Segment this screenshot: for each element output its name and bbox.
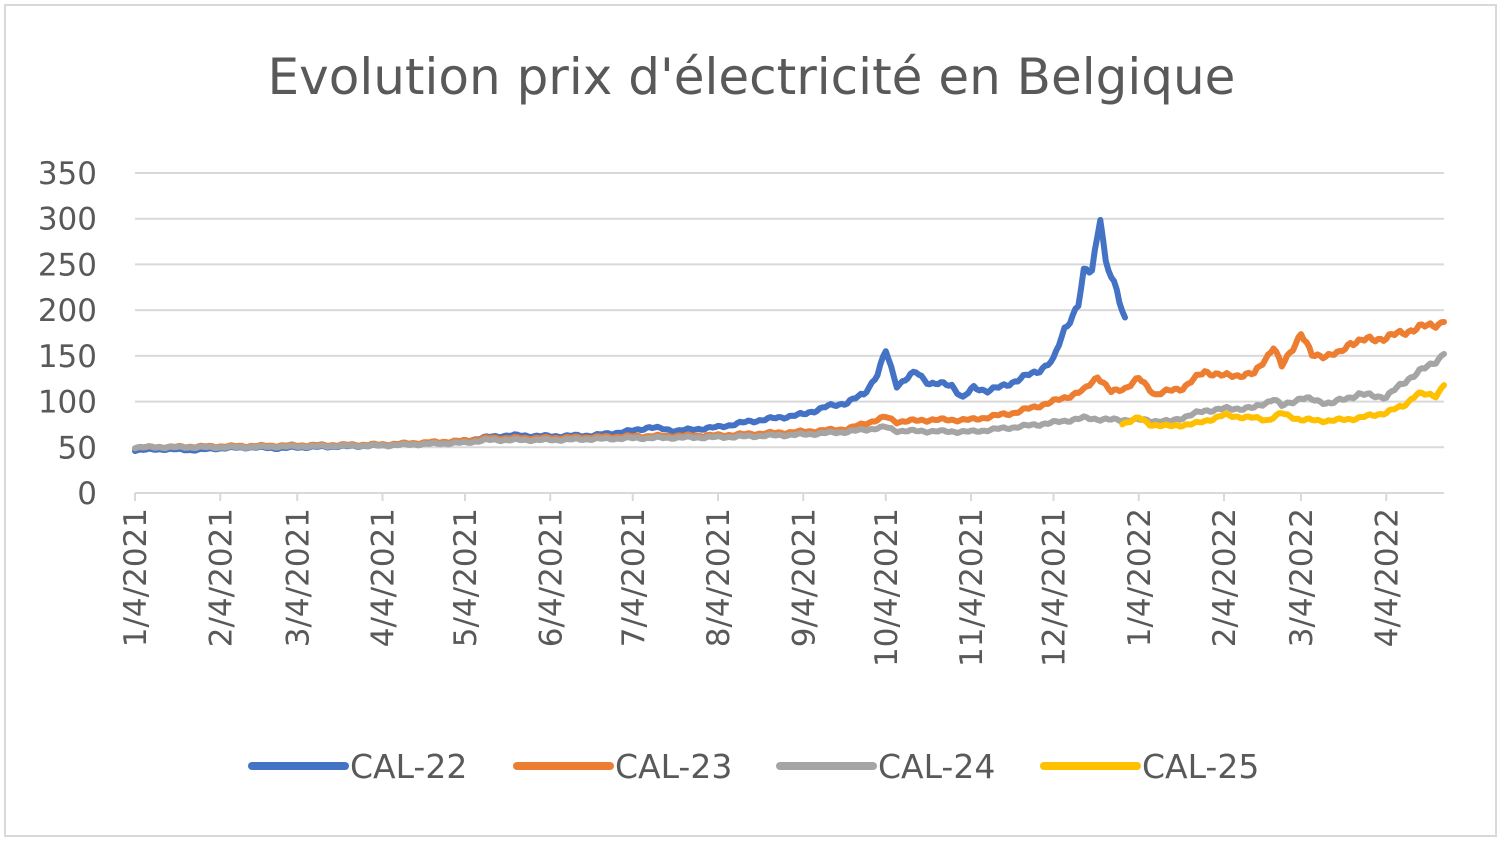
x-tick-label: 4/4/2022: [1369, 508, 1405, 647]
x-tick-label: 1/4/2021: [118, 508, 154, 647]
legend-item-cal-25: CAL-25: [1040, 747, 1259, 786]
x-tick-label: 3/4/2021: [280, 508, 316, 647]
legend-label: CAL-22: [350, 747, 467, 786]
series-line-cal-23: [132, 319, 1447, 452]
x-tick-label: 3/4/2022: [1284, 508, 1320, 647]
x-tick-label: 6/4/2021: [533, 508, 569, 647]
x-tick-label: 11/4/2021: [954, 508, 990, 667]
x-tick-label: 4/4/2021: [366, 508, 402, 647]
x-tick-label: 2/4/2021: [203, 508, 239, 647]
legend-label: CAL-23: [615, 747, 732, 786]
x-tick-label: 8/4/2021: [701, 508, 737, 647]
x-tick-label: 9/4/2021: [786, 508, 822, 647]
gridlines: [135, 172, 1444, 449]
x-axis: 1/4/2021 2/4/2021 3/4/2021 4/4/2021 5/4/2021…: [118, 492, 1444, 667]
y-axis: 0 50 100 150 200 250 300 350: [38, 156, 97, 512]
y-tick-label: 200: [38, 293, 97, 329]
x-tick-label: 7/4/2021: [616, 508, 652, 647]
x-tick-label: 1/4/2022: [1122, 508, 1158, 647]
series-line-cal-24: [132, 351, 1447, 452]
y-tick-label: 0: [77, 476, 97, 512]
legend-label: CAL-24: [878, 747, 995, 786]
legend-item-cal-23: CAL-23: [513, 747, 732, 786]
series-lines: [132, 217, 1447, 454]
x-tick-label: 12/4/2021: [1037, 508, 1073, 667]
y-tick-label: 300: [38, 202, 97, 238]
x-tick-label: 10/4/2021: [869, 508, 905, 667]
x-tick-label: 5/4/2021: [448, 508, 484, 647]
series-line-cal-25: [1119, 382, 1447, 430]
y-tick-label: 100: [38, 385, 97, 421]
y-tick-label: 150: [38, 339, 97, 375]
y-tick-label: 350: [38, 156, 97, 192]
y-tick-label: 250: [38, 247, 97, 283]
x-tick-label: 2/4/2022: [1207, 508, 1243, 647]
legend-item-cal-22: CAL-22: [248, 747, 467, 786]
y-tick-label: 50: [58, 430, 97, 466]
legend-label: CAL-25: [1142, 747, 1259, 786]
chart-title: Evolution prix d'électricité en Belgique: [267, 48, 1236, 106]
legend-item-cal-24: CAL-24: [776, 747, 995, 786]
legend: CAL-22 CAL-23 CAL-24 CAL-25: [248, 747, 1259, 786]
